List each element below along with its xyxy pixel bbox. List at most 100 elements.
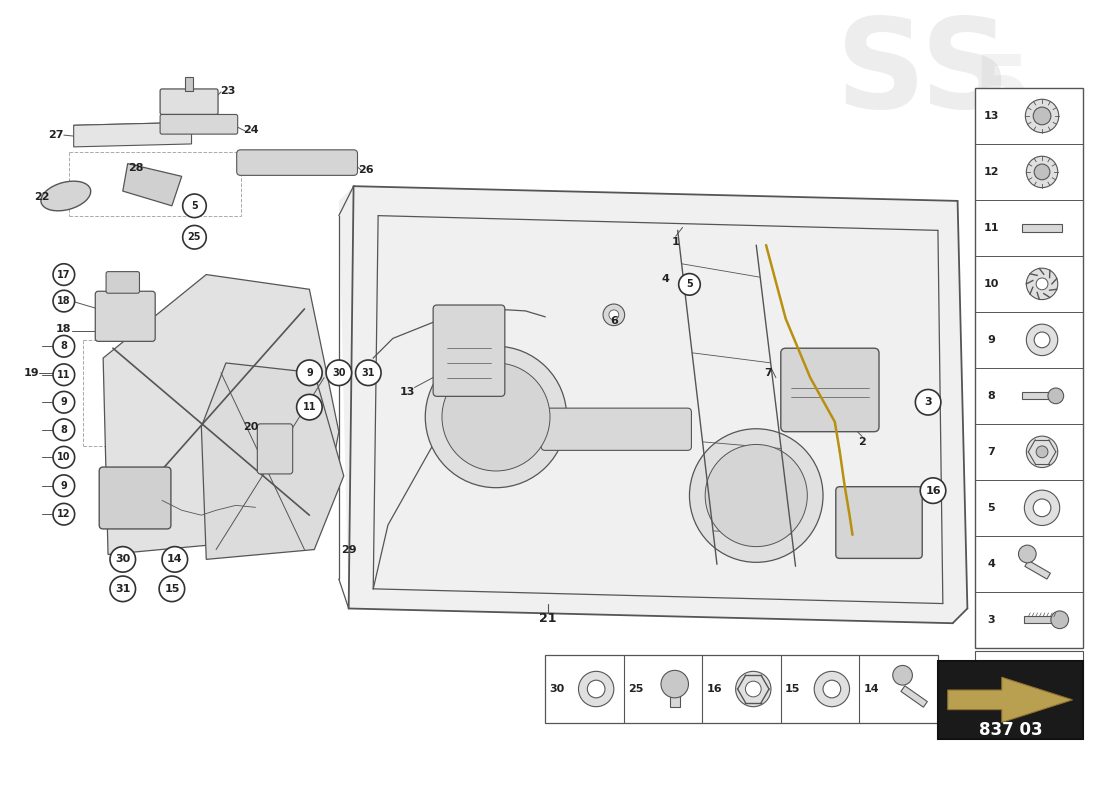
Circle shape (53, 264, 75, 286)
Circle shape (53, 364, 75, 386)
Circle shape (690, 429, 823, 562)
Circle shape (53, 290, 75, 312)
Circle shape (1033, 499, 1050, 517)
FancyBboxPatch shape (541, 408, 692, 450)
Circle shape (297, 360, 322, 386)
Text: 7: 7 (764, 368, 772, 378)
Circle shape (326, 360, 352, 386)
Circle shape (1026, 268, 1058, 300)
Text: 28: 28 (128, 162, 143, 173)
Polygon shape (103, 274, 339, 554)
Circle shape (183, 194, 207, 218)
FancyBboxPatch shape (433, 305, 505, 396)
Text: 7: 7 (987, 447, 994, 457)
Polygon shape (74, 122, 191, 147)
Circle shape (1025, 99, 1058, 133)
Circle shape (705, 445, 807, 546)
Text: 2: 2 (858, 437, 866, 446)
Text: 31: 31 (116, 584, 131, 594)
Circle shape (53, 503, 75, 525)
Text: 17: 17 (57, 270, 70, 279)
Text: 3: 3 (924, 398, 932, 407)
FancyBboxPatch shape (106, 272, 140, 294)
Circle shape (426, 346, 566, 488)
Text: 3: 3 (987, 614, 994, 625)
Text: 5: 5 (972, 52, 1031, 134)
FancyBboxPatch shape (836, 486, 922, 558)
Text: 16: 16 (706, 684, 722, 694)
Circle shape (736, 671, 771, 706)
Text: 17: 17 (56, 294, 72, 304)
Circle shape (915, 390, 940, 415)
Circle shape (53, 391, 75, 413)
Text: 5: 5 (191, 201, 198, 211)
Text: 9: 9 (60, 481, 67, 490)
Circle shape (110, 546, 135, 572)
Text: 1: 1 (672, 237, 680, 247)
Circle shape (1026, 156, 1058, 188)
Circle shape (1034, 164, 1049, 180)
Circle shape (1048, 388, 1064, 404)
Circle shape (53, 335, 75, 357)
Text: 18: 18 (56, 323, 72, 334)
Text: 16: 16 (925, 486, 940, 496)
Text: 21: 21 (539, 612, 557, 625)
Text: 6: 6 (609, 316, 618, 326)
Text: 23: 23 (220, 86, 235, 96)
Bar (976, 88, 1084, 648)
Text: 4: 4 (987, 558, 994, 569)
Circle shape (579, 671, 614, 706)
Circle shape (53, 446, 75, 468)
Text: 11: 11 (983, 223, 999, 233)
Bar (1022, 224, 1062, 232)
Text: 9: 9 (306, 368, 312, 378)
Circle shape (160, 576, 185, 602)
Circle shape (921, 478, 946, 503)
Text: 29: 29 (341, 545, 356, 554)
Polygon shape (74, 122, 199, 133)
Circle shape (746, 681, 761, 697)
Text: 25: 25 (188, 232, 201, 242)
Polygon shape (339, 186, 967, 623)
Circle shape (823, 680, 840, 698)
Bar (938, 661, 1084, 739)
FancyBboxPatch shape (161, 89, 218, 114)
FancyBboxPatch shape (161, 114, 238, 134)
Text: a passion for parts: a passion for parts (373, 426, 688, 565)
Text: 8: 8 (987, 391, 994, 401)
Text: 9: 9 (987, 335, 994, 345)
Text: 27: 27 (48, 130, 64, 140)
Polygon shape (123, 163, 182, 206)
Text: 19: 19 (23, 368, 40, 378)
Bar (901, 686, 927, 707)
Text: 10: 10 (57, 452, 70, 462)
Circle shape (1024, 490, 1059, 526)
Text: 5: 5 (686, 279, 693, 290)
Circle shape (587, 680, 605, 698)
Circle shape (110, 576, 135, 602)
Circle shape (1034, 332, 1049, 348)
FancyBboxPatch shape (96, 291, 155, 342)
Text: 22: 22 (34, 192, 50, 202)
Text: 31: 31 (362, 368, 375, 378)
Text: 8: 8 (60, 342, 67, 351)
Circle shape (1019, 545, 1036, 563)
Text: 11: 11 (57, 370, 70, 380)
Bar (1025, 560, 1050, 579)
Text: 26: 26 (359, 166, 374, 175)
Text: 30: 30 (332, 368, 345, 378)
Text: 9: 9 (60, 398, 67, 407)
Bar (976, 650, 1084, 719)
Circle shape (893, 666, 912, 685)
Text: 31: 31 (983, 680, 999, 690)
Polygon shape (201, 363, 344, 559)
Text: 20: 20 (243, 422, 258, 432)
Circle shape (1036, 278, 1048, 290)
Ellipse shape (41, 181, 90, 211)
Text: 8: 8 (60, 425, 67, 434)
Text: 5: 5 (987, 503, 994, 513)
FancyBboxPatch shape (257, 424, 293, 474)
Circle shape (355, 360, 381, 386)
Text: 24: 24 (243, 125, 258, 135)
Bar (1024, 616, 1058, 622)
